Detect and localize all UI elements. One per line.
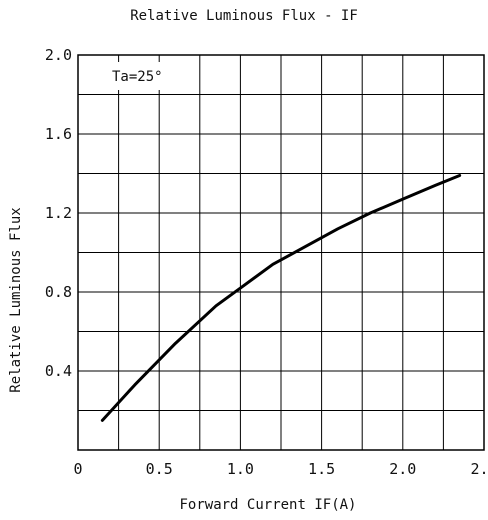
plot-frame: [77, 54, 485, 451]
annotation-box: [98, 62, 176, 90]
x-tick-label: 0: [73, 460, 82, 478]
y-tick-label: 2.0: [45, 46, 72, 64]
y-tick-label: 1.6: [45, 125, 72, 143]
x-tick-label: 2.5: [470, 460, 488, 478]
x-axis-label: Forward Current IF(A): [179, 497, 356, 513]
x-tick-label: 2.0: [389, 460, 416, 478]
series-line: [100, 173, 462, 422]
x-tick-label: 0.5: [146, 460, 173, 478]
tick-labels: 0 0.5 1.0 1.5 2.0 2.5 0.4 0.8 1.2 1.6 2.0: [45, 46, 488, 478]
annotation-label: Ta=25°: [112, 69, 163, 85]
x-tick-label: 1.0: [227, 460, 254, 478]
x-tick-label: 1.5: [308, 460, 335, 478]
y-axis-label: Relative Luminous Flux: [8, 207, 24, 392]
y-tick-label: 0.4: [45, 362, 72, 380]
y-tick-label: 1.2: [45, 204, 72, 222]
y-tick-label: 0.8: [45, 283, 72, 301]
grid: [78, 55, 484, 450]
chart-title: Relative Luminous Flux - IF: [130, 8, 358, 24]
